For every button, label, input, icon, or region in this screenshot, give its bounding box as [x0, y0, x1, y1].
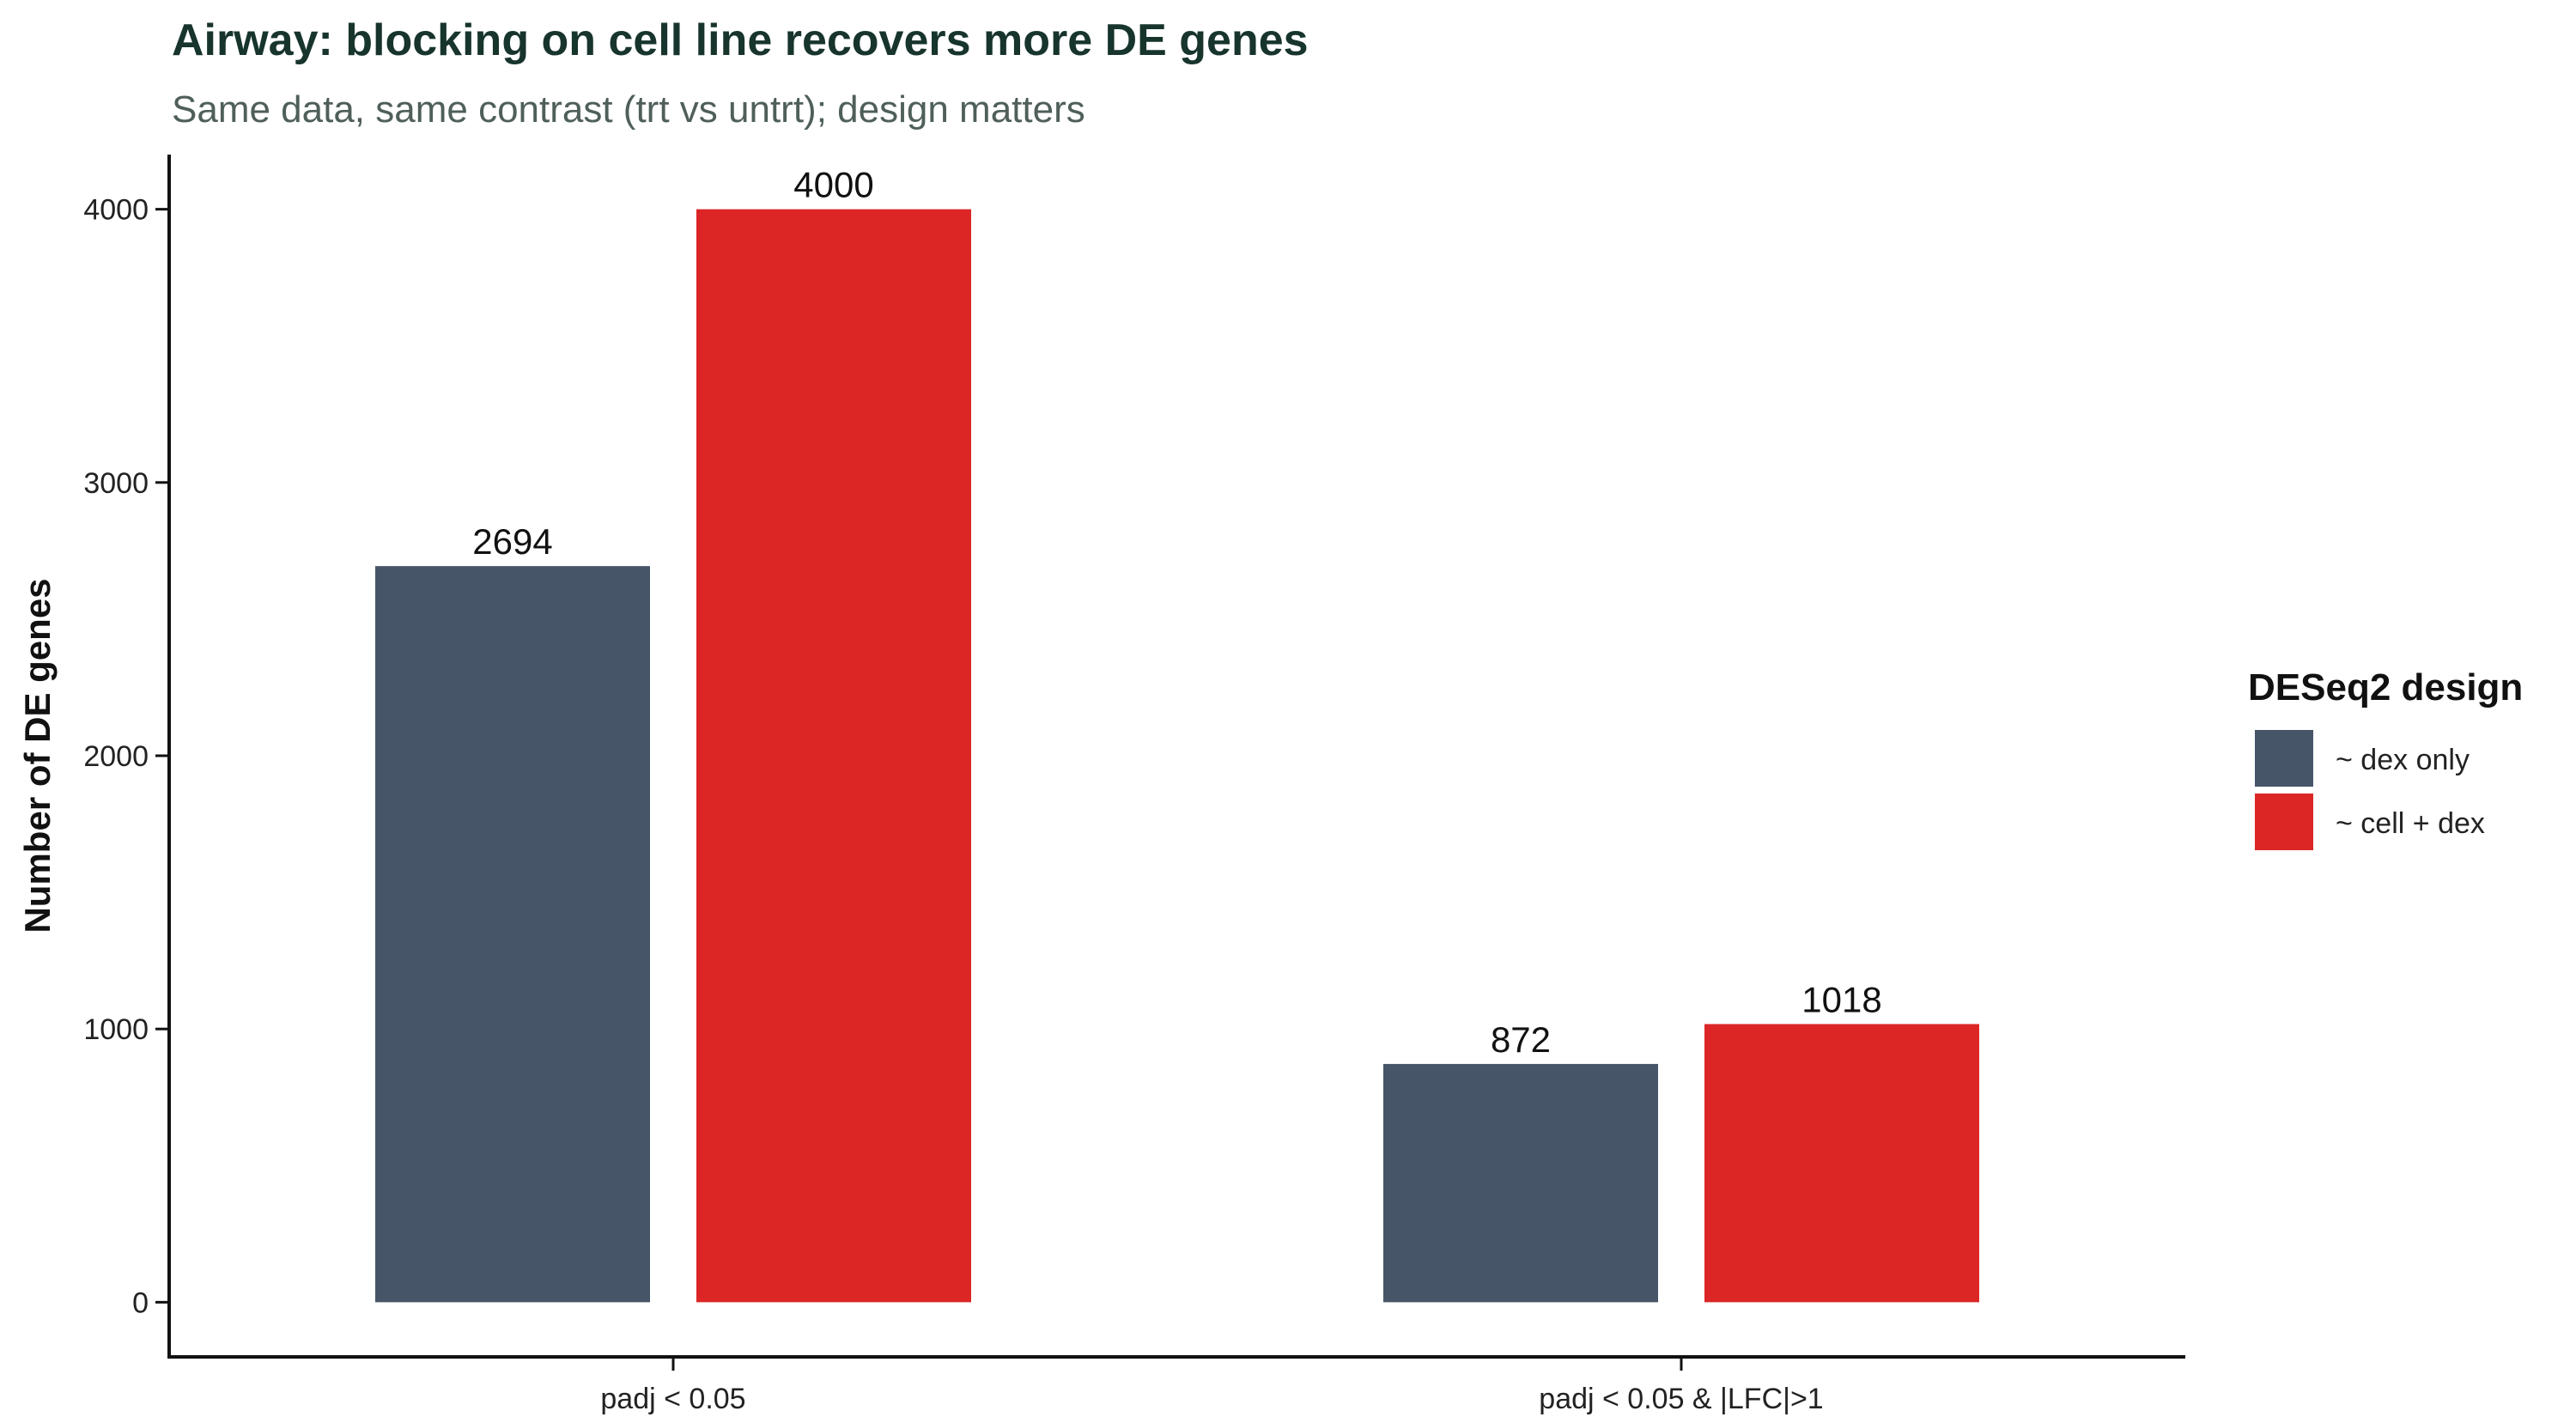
y-axis-title: Number of DE genes: [17, 578, 58, 933]
data-label: 4000: [793, 165, 873, 205]
bar: [1704, 1024, 1979, 1303]
y-tick-label: 4000: [83, 194, 149, 227]
legend-title: DESeq2 design: [2248, 666, 2523, 708]
bar: [696, 209, 971, 1303]
plot-area: 0 1000 2000 3000 4000 padj < 0.05 2694 4000 padj…: [83, 165, 1979, 1415]
data-label: 2694: [472, 521, 552, 562]
chart-title: Airway: blocking on cell line recovers m…: [172, 15, 1309, 65]
data-label: 872: [1491, 1019, 1551, 1060]
data-label: 1018: [1801, 979, 1881, 1019]
y-tick-label: 2000: [83, 740, 149, 773]
legend-label: ~ dex only: [2336, 744, 2470, 776]
y-tick-label: 1000: [83, 1013, 149, 1046]
bar: [1383, 1063, 1658, 1303]
legend-key: [2255, 730, 2313, 787]
x-tick-label: padj < 0.05 & |LFC|>1: [1539, 1383, 1823, 1415]
chart-subtitle: Same data, same contrast (trt vs untrt);…: [172, 88, 1085, 131]
legend: DESeq2 design ~ dex only ~ cell + dex: [2248, 666, 2523, 850]
bar: [375, 566, 650, 1303]
legend-label: ~ cell + dex: [2336, 807, 2485, 840]
y-tick-label: 0: [132, 1286, 149, 1319]
legend-key: [2255, 794, 2313, 850]
y-tick-label: 3000: [83, 467, 149, 500]
x-tick-label: padj < 0.05: [600, 1383, 745, 1415]
